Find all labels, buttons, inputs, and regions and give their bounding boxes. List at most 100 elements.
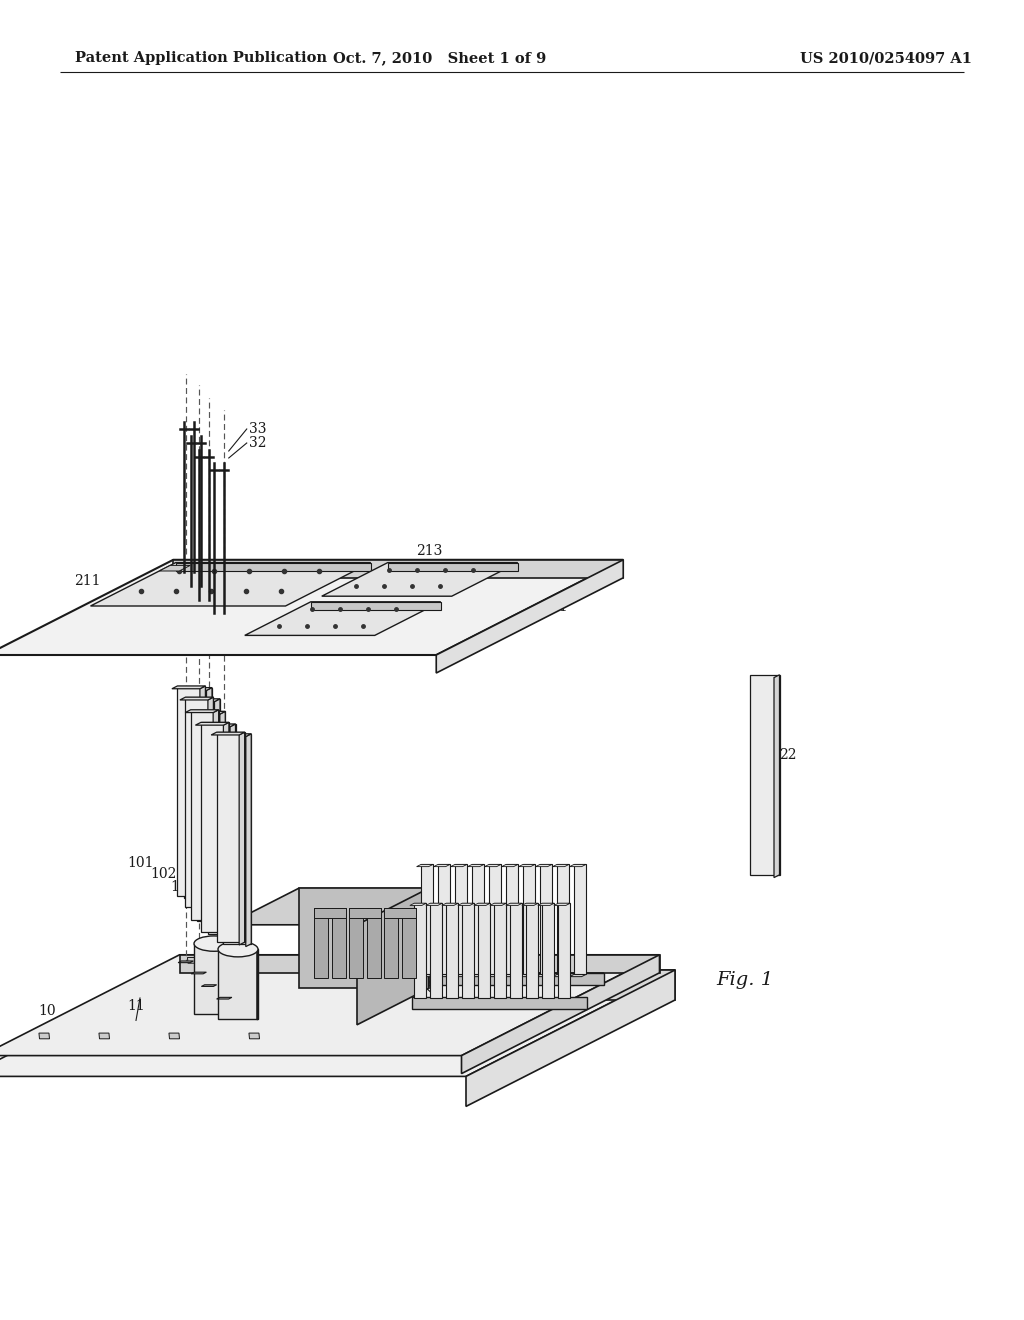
Polygon shape [774,675,779,878]
Polygon shape [217,733,245,942]
Polygon shape [455,865,467,974]
Polygon shape [462,903,474,998]
Polygon shape [397,957,408,964]
Text: 211: 211 [75,574,101,589]
Text: 104: 104 [196,892,222,907]
Polygon shape [185,697,213,907]
Polygon shape [446,903,459,998]
Text: 21: 21 [550,601,567,614]
Polygon shape [462,954,659,1073]
Polygon shape [441,903,459,906]
Text: 11: 11 [127,999,144,1014]
Polygon shape [472,865,484,974]
Polygon shape [750,675,779,875]
Polygon shape [502,865,518,867]
Polygon shape [401,908,416,978]
Polygon shape [217,998,231,999]
Polygon shape [249,1034,259,1039]
Text: 8: 8 [421,974,429,987]
Polygon shape [207,688,212,900]
Text: 22: 22 [779,748,797,762]
Polygon shape [191,972,207,974]
Polygon shape [466,970,675,1106]
Polygon shape [506,903,522,906]
Text: Patent Application Publication: Patent Application Publication [75,51,327,65]
Polygon shape [474,903,490,906]
Polygon shape [417,974,433,977]
Polygon shape [569,865,586,867]
Polygon shape [412,997,587,1008]
Polygon shape [458,903,474,906]
Text: 32: 32 [249,436,266,450]
Text: 212: 212 [165,601,191,614]
Polygon shape [160,565,190,572]
Polygon shape [202,723,236,727]
Polygon shape [506,865,518,974]
Polygon shape [208,697,213,909]
Polygon shape [489,903,506,906]
Polygon shape [451,974,467,977]
Text: 1: 1 [354,923,362,936]
Polygon shape [540,865,552,974]
Polygon shape [502,974,518,977]
Polygon shape [553,865,569,867]
Polygon shape [214,698,220,912]
Polygon shape [526,903,539,998]
Polygon shape [187,957,198,964]
Polygon shape [569,974,586,977]
Polygon shape [433,865,450,867]
Polygon shape [175,970,675,1001]
Polygon shape [169,1034,179,1039]
Polygon shape [436,560,624,673]
Polygon shape [332,908,345,978]
Polygon shape [232,944,234,1014]
Polygon shape [478,903,490,998]
Polygon shape [409,973,604,978]
Text: 33: 33 [249,422,266,436]
Polygon shape [213,710,219,923]
Polygon shape [240,733,245,945]
Polygon shape [248,957,258,964]
Polygon shape [173,560,624,578]
Polygon shape [0,954,659,1056]
Polygon shape [484,865,501,867]
Polygon shape [348,908,362,978]
Polygon shape [468,865,484,867]
Text: 10: 10 [38,1005,56,1019]
Polygon shape [417,865,433,867]
Polygon shape [220,711,225,924]
Polygon shape [299,888,428,989]
Polygon shape [384,908,397,978]
Polygon shape [468,974,484,977]
Polygon shape [415,903,426,998]
Polygon shape [39,1034,49,1039]
Polygon shape [193,698,220,908]
Polygon shape [0,560,624,655]
Polygon shape [536,974,552,977]
Polygon shape [191,711,225,714]
Polygon shape [523,865,535,974]
Polygon shape [172,686,206,689]
Polygon shape [367,908,381,978]
Polygon shape [223,734,251,944]
Polygon shape [538,903,554,906]
Polygon shape [518,865,535,867]
Text: Fig. 1: Fig. 1 [717,972,773,989]
Polygon shape [495,903,506,998]
Polygon shape [211,733,245,735]
Polygon shape [180,697,213,700]
Polygon shape [186,698,220,702]
Polygon shape [99,1034,110,1039]
Polygon shape [190,710,219,920]
Text: 101: 101 [128,855,154,870]
Text: 103: 103 [171,879,198,894]
Polygon shape [348,908,381,919]
Polygon shape [230,723,236,937]
Polygon shape [185,710,219,713]
Polygon shape [179,954,659,973]
Polygon shape [384,908,416,919]
Polygon shape [421,865,433,974]
Polygon shape [0,970,675,1076]
Polygon shape [201,722,229,932]
Polygon shape [184,688,212,898]
